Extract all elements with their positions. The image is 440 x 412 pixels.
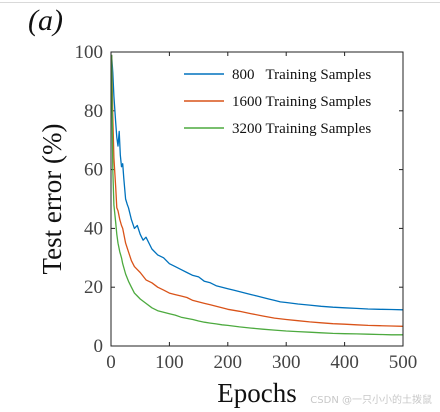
legend-label-800: 800 Training Samples [232,67,371,83]
series-line-1 [110,54,404,311]
x-tick-label: 100 [155,352,184,373]
x-axis-label: Epochs [217,378,296,408]
y-tick-label: 0 [94,336,104,357]
series-line-3 [110,54,403,336]
x-tick-label: 400 [330,352,359,373]
y-tick-label: 40 [84,218,103,239]
legend-label-1600: 1600 Training Samples [232,94,371,110]
x-tick-label: 0 [106,352,116,373]
top-divider-line [0,2,440,3]
x-tick-label: 500 [389,352,418,373]
plot-frame [110,51,404,347]
legend: 800 Training Samples 1600 Training Sampl… [184,67,371,137]
y-axis-label: Test error (%) [37,123,67,274]
series-line-2 [110,54,404,327]
series-lines [110,54,404,336]
y-tick-label: 80 [84,101,103,122]
x-tick-label: 200 [214,352,243,373]
axis-ticks: 0 100 200 300 400 500 0 20 40 60 80 100 [75,42,418,373]
y-tick-label: 60 [84,160,103,181]
y-tick-label: 100 [75,42,104,63]
watermark-text: CSDN @一只小小的土拨鼠 [310,395,432,406]
legend-label-3200: 3200 Training Samples [232,121,371,137]
y-tick-label: 20 [84,277,103,298]
panel-label: (a) [28,4,63,37]
x-tick-label: 300 [272,352,301,373]
